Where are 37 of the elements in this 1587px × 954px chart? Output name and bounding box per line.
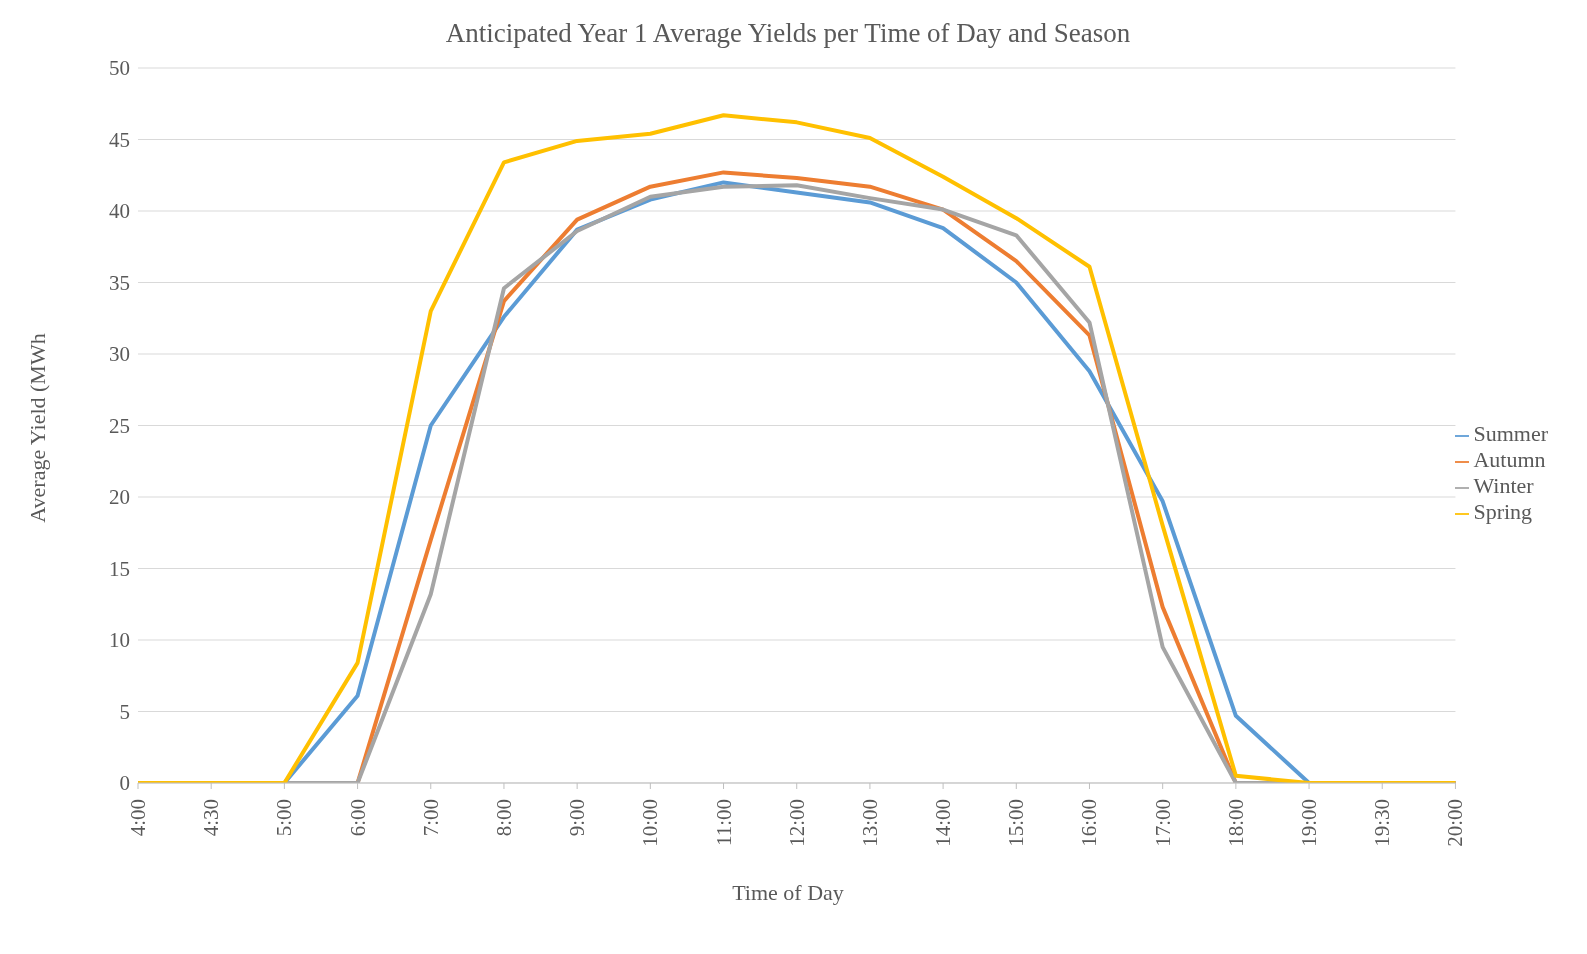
x-tick-label: 12:00 xyxy=(784,799,809,847)
chart-title: Anticipated Year 1 Average Yields per Time of Day and Season xyxy=(444,17,1132,50)
x-tick-label: 9:00 xyxy=(565,799,590,837)
x-tick-label: 11:00 xyxy=(711,799,736,847)
x-tick-label: 4:00 xyxy=(126,799,150,837)
y-tick-label: 5 xyxy=(119,699,130,724)
x-tick-label: 10:00 xyxy=(638,799,663,847)
legend-label: Autumn xyxy=(1473,447,1546,472)
y-tick-label: 15 xyxy=(109,556,130,581)
y-axis-title: Average Yield (MWh xyxy=(25,333,51,523)
x-axis-title: Time of Day xyxy=(731,880,845,906)
x-tick-label: 15:00 xyxy=(1004,799,1029,847)
y-tick-label: 20 xyxy=(109,485,130,510)
legend-label: Spring xyxy=(1473,499,1533,524)
x-tick-label: 7:00 xyxy=(418,799,443,837)
legend-label: Summer xyxy=(1473,421,1548,446)
legend-label: Winter xyxy=(1473,473,1534,498)
x-tick-label: 6:00 xyxy=(345,799,370,837)
x-tick-label: 5:00 xyxy=(272,799,297,837)
x-tick-label: 16:00 xyxy=(1077,799,1102,847)
x-tick-label: 4:30 xyxy=(199,799,224,837)
y-tick-label: 10 xyxy=(109,628,130,653)
y-tick-label: 35 xyxy=(109,270,130,295)
x-tick-label: 20:00 xyxy=(1443,799,1468,847)
x-tick-label: 19:30 xyxy=(1370,799,1395,847)
x-tick-label: 19:00 xyxy=(1297,799,1322,847)
x-tick-label: 14:00 xyxy=(931,799,956,847)
y-tick-label: 25 xyxy=(109,413,130,438)
y-tick-label: 45 xyxy=(109,127,130,152)
y-tick-label: 40 xyxy=(109,199,130,224)
y-tick-label: 50 xyxy=(109,56,130,81)
x-tick-label: 13:00 xyxy=(857,799,882,847)
y-tick-label: 0 xyxy=(119,771,130,796)
x-tick-label: 17:00 xyxy=(1150,799,1175,847)
y-tick-label: 30 xyxy=(109,342,130,367)
x-tick-label: 8:00 xyxy=(491,799,516,837)
x-tick-label: 18:00 xyxy=(1223,799,1248,847)
